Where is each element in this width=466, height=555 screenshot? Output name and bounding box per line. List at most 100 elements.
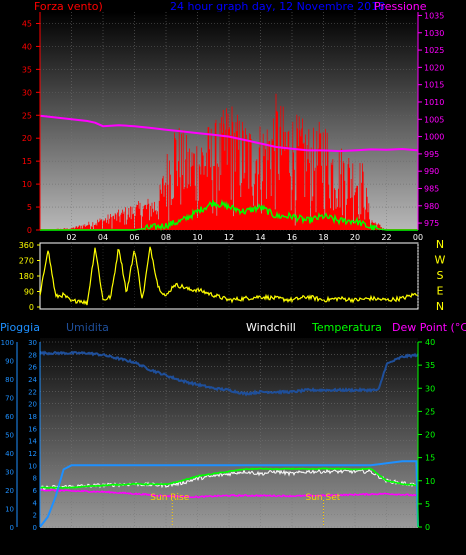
humidity-tick-label: 0 [10, 524, 14, 532]
temperature-tick-label: 10 [425, 477, 435, 486]
chart-title: 24 hour graph day, 12 Novembre 2018 [170, 0, 385, 13]
wind-tick-label: 5 [27, 203, 32, 212]
thermo-panel-grid [40, 341, 419, 528]
x-tick-label: 20 [350, 539, 360, 548]
pressure-tick-label: 995 [424, 150, 439, 159]
pressure-tick-label: 990 [424, 167, 439, 176]
temperature-line [39, 467, 419, 490]
x-tick-label: 12 [224, 539, 234, 548]
x-tick-label: 04 [98, 539, 108, 548]
pressure-tick-label: 1020 [424, 63, 444, 72]
x-tick-label: 00 [413, 539, 423, 548]
x-tick-label: 20 [350, 233, 360, 242]
x-tick-label: 02 [66, 233, 76, 242]
rain-tick-label: 6 [33, 487, 38, 495]
rain-tick-label: 20 [28, 401, 37, 409]
pressure-tick-label: 985 [424, 184, 439, 193]
rain-tick-label: 22 [28, 388, 37, 396]
x-tick-label: 08 [161, 539, 171, 548]
windchill-label: Windchill [246, 321, 296, 334]
x-tick-label: 14 [255, 539, 265, 548]
x-tick-label: 00 [413, 233, 423, 242]
direction-letter: W [435, 254, 446, 267]
direction-tick-label: 270 [19, 257, 34, 266]
x-tick-label: 08 [161, 233, 171, 242]
pressure-tick-label: 1025 [424, 46, 444, 55]
rain-tick-label: 28 [28, 351, 37, 359]
dewpoint-label: Dew Point (°C) [392, 321, 466, 334]
direction-plot [39, 243, 419, 309]
wind-tick-label: 30 [22, 88, 32, 97]
humidity-tick-label: 70 [5, 395, 14, 403]
pressure-tick-label: 1010 [424, 98, 444, 107]
humidity-tick-label: 40 [5, 450, 14, 458]
rain-tick-label: 26 [28, 364, 37, 372]
x-tick-label: 16 [287, 233, 297, 242]
wind-tick-label: 40 [22, 42, 32, 51]
direction-letter: S [437, 269, 444, 282]
x-tick-label: 22 [381, 233, 391, 242]
rain-line [39, 460, 419, 528]
pressure-tick-label: 1000 [424, 133, 444, 142]
wind-pressure-plot [39, 93, 419, 231]
x-tick-label: 10 [192, 233, 202, 242]
rain-tick-label: 12 [28, 450, 37, 458]
direction-tick-label: 90 [24, 288, 34, 297]
wind-label: Forza vento) [34, 0, 103, 13]
wind-tick-label: 15 [22, 157, 32, 166]
x-tick-label: 18 [318, 539, 328, 548]
humidity-tick-label: 30 [5, 469, 14, 477]
pressure-tick-label: 1035 [424, 11, 444, 20]
humidity-tick-label: 20 [5, 487, 14, 495]
x-tick-label: 04 [98, 233, 108, 242]
wind-tick-label: 35 [22, 65, 32, 74]
wind-avg-line [40, 199, 418, 231]
humidity-tick-label: 60 [5, 413, 14, 421]
wind-tick-label: 0 [27, 226, 32, 235]
rain-tick-label: 24 [28, 376, 37, 384]
pressure-tick-label: 975 [424, 219, 439, 228]
pressure-tick-label: 1005 [424, 115, 444, 124]
x-tick-label: 02 [66, 539, 76, 548]
dewpoint-line [39, 488, 419, 499]
direction-tick-label: 180 [19, 272, 34, 281]
humidity-tick-label: 90 [5, 358, 14, 366]
x-tick-label: 06 [129, 233, 139, 242]
temperature-tick-label: 40 [425, 338, 435, 347]
rain-tick-label: 4 [33, 499, 38, 507]
rain-tick-label: 16 [28, 425, 37, 433]
temperature-tick-label: 35 [425, 361, 435, 370]
rain-label: Pioggia [0, 321, 40, 334]
temperature-label: Temperatura [311, 321, 382, 334]
rain-tick-label: 2 [33, 512, 37, 520]
x-tick-label: 14 [255, 233, 265, 242]
windchill-line [39, 468, 419, 490]
x-tick-label: 22 [381, 539, 391, 548]
wind-tick-label: 25 [22, 111, 32, 120]
pressure-tick-label: 1015 [424, 81, 444, 90]
rain-tick-label: 0 [33, 524, 37, 532]
direction-letter: N [436, 238, 444, 251]
direction-letter: E [437, 285, 444, 298]
wind-tick-label: 45 [22, 19, 32, 28]
thermo-plot [39, 350, 419, 528]
x-tick-label: 18 [318, 233, 328, 242]
direction-tick-label: 360 [19, 241, 34, 250]
wind-tick-label: 10 [22, 180, 32, 189]
temperature-tick-label: 20 [425, 431, 435, 440]
humidity-tick-label: 80 [5, 376, 14, 384]
rain-tick-label: 8 [33, 475, 37, 483]
humidity-tick-label: 100 [1, 339, 14, 347]
axis-ticks: 0510152025303540459759809859909951000100… [1, 11, 445, 548]
direction-tick-label: 0 [29, 303, 34, 312]
pressure-label: Pressione [374, 0, 427, 13]
temperature-tick-label: 30 [425, 384, 435, 393]
pressure-line [39, 114, 419, 153]
rain-tick-label: 10 [28, 462, 37, 470]
temperature-tick-label: 25 [425, 407, 435, 416]
temperature-tick-label: 5 [425, 500, 430, 509]
humidity-tick-label: 10 [5, 506, 14, 514]
